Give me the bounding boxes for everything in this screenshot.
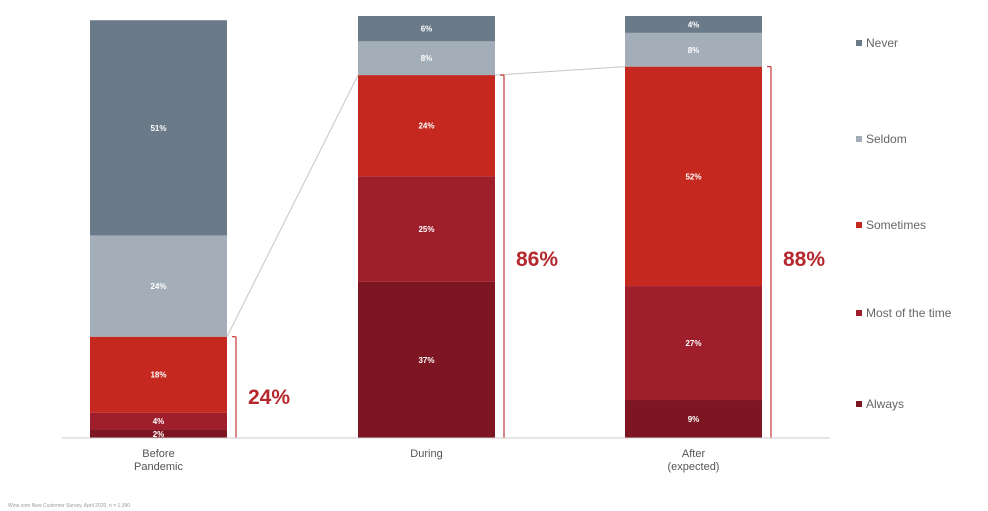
data-label: 25% <box>418 225 434 234</box>
bar-segment-never-2 <box>625 16 762 33</box>
bars-group: 2% 4% 18% 24% 51% 37% 25% 24% 8% 6% 9% 27% 52% 8% 4% <box>90 16 762 439</box>
bar-segment-seldom-0 <box>90 235 227 337</box>
legend: Never Seldom Sometimes Most of the time Alwa… <box>856 36 952 411</box>
data-label: 52% <box>685 172 701 181</box>
data-label: 6% <box>421 25 433 34</box>
bar-segment-sometimes-1 <box>358 75 495 177</box>
data-label: 18% <box>150 371 166 380</box>
bar-segment-never-1 <box>358 16 495 42</box>
legend-label: Seldom <box>866 132 907 146</box>
bar-segment-always-0 <box>90 429 227 438</box>
data-label: 51% <box>150 124 166 133</box>
data-label: 24% <box>418 122 434 131</box>
data-label: 2% <box>153 430 165 439</box>
bar-segment-most-of-the-time-2 <box>625 286 762 401</box>
data-label: 24% <box>150 282 166 291</box>
callout-value: 24% <box>248 386 290 409</box>
connector-line <box>494 66 626 76</box>
bar-segment-sometimes-2 <box>625 66 762 287</box>
bar-segment-never-0 <box>90 20 227 236</box>
data-label: 9% <box>688 415 700 424</box>
callout-brackets <box>232 66 772 438</box>
legend-swatch <box>856 310 862 316</box>
legend-label: Always <box>866 397 904 411</box>
data-label: 4% <box>688 20 700 29</box>
bar-segment-always-2 <box>625 400 762 438</box>
data-label: 8% <box>421 54 433 63</box>
callouts-group: 24% 86% 88% <box>248 248 825 409</box>
bar-segment-seldom-2 <box>625 32 762 67</box>
footnote: Wine.com New Customer Survey, April 2020… <box>8 503 130 509</box>
category-label: After <box>682 448 706 460</box>
bar-segment-most-of-the-time-1 <box>358 176 495 282</box>
legend-swatch <box>856 40 862 46</box>
callout-value: 88% <box>783 248 825 271</box>
category-label: During <box>410 448 442 460</box>
connector-lines <box>226 66 626 337</box>
data-label: 4% <box>153 417 165 426</box>
legend-label: Never <box>866 36 898 50</box>
legend-swatch <box>856 222 862 228</box>
category-label: (expected) <box>668 461 720 473</box>
legend-label: Sometimes <box>866 218 926 232</box>
legend-swatch <box>856 401 862 407</box>
data-label: 8% <box>688 46 700 55</box>
category-label: Before <box>142 448 174 460</box>
data-label: 27% <box>685 339 701 348</box>
category-label: Pandemic <box>134 461 183 473</box>
callout-value: 86% <box>516 248 558 271</box>
legend-label: Most of the time <box>866 306 952 320</box>
data-label: 37% <box>418 356 434 365</box>
connector-line <box>226 74 359 337</box>
bar-segment-most-of-the-time-0 <box>90 412 227 430</box>
legend-swatch <box>856 136 862 142</box>
bar-segment-sometimes-0 <box>90 336 227 413</box>
bar-segment-seldom-1 <box>358 41 495 76</box>
bar-segment-always-1 <box>358 281 495 438</box>
